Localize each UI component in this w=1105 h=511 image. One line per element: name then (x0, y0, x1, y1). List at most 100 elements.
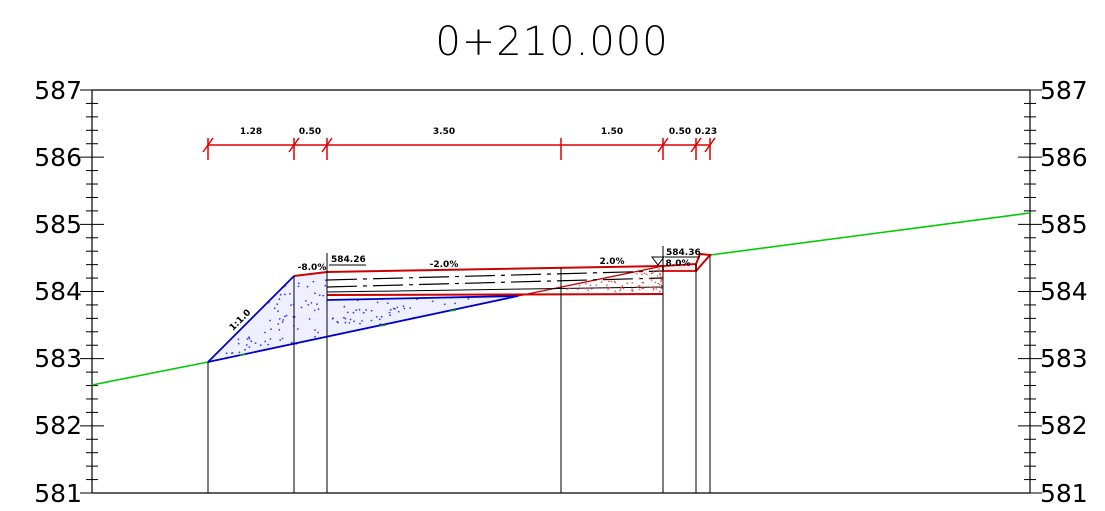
fill-dot (284, 315, 286, 318)
fill-dot (348, 322, 351, 324)
subgrade-dot (649, 277, 651, 280)
subgrade-dot (619, 288, 622, 290)
subgrade-dot (658, 268, 660, 270)
fill-dot (281, 321, 284, 323)
elev-label-585-right: 585 (1040, 210, 1088, 239)
fill-dot (324, 284, 327, 287)
lane-left-grade-label: -2.0% (430, 260, 459, 270)
subgrade-dot (641, 273, 643, 276)
fill-dot (305, 300, 307, 302)
fill-dot (278, 298, 281, 301)
elev-label-582-right: 582 (1040, 411, 1088, 440)
subgrade-dot (659, 269, 661, 272)
fill-dot (352, 311, 355, 314)
fill-dot (259, 344, 262, 347)
subgrade-dot (650, 279, 653, 281)
fill-dot (297, 285, 300, 288)
fill-dot (237, 342, 240, 345)
fill-dot (322, 294, 325, 297)
fill-dot (454, 302, 456, 305)
fill-dot (308, 318, 311, 320)
right-elevation-label: 584.36 (666, 248, 701, 258)
subgrade-dot (652, 287, 655, 290)
subgrade-dot (607, 288, 609, 291)
fill-dot (279, 293, 282, 296)
fill-dot (317, 308, 320, 310)
fill-dot (389, 314, 391, 317)
fill-dot (396, 306, 399, 309)
elev-label-585-left: 585 (34, 210, 82, 239)
fill-dot (267, 343, 270, 346)
fill-dot (376, 301, 379, 304)
subgrade-dot (626, 282, 629, 285)
subgrade-dot (620, 286, 623, 289)
subgrade-dot (587, 289, 589, 292)
fill-dot (365, 309, 367, 311)
fill-dot (343, 305, 346, 308)
fill-dot (467, 298, 470, 300)
subgrade-dot (610, 280, 613, 283)
subgrade-dot (657, 282, 659, 285)
fill-dot (231, 352, 233, 354)
fill-dot (310, 302, 313, 304)
fill-dot (269, 319, 271, 322)
fill-dot (375, 316, 378, 318)
elev-label-581-left: 581 (34, 479, 82, 508)
fill-dot (245, 344, 248, 346)
subgrade-dot (658, 272, 661, 275)
fill-dot (344, 317, 347, 320)
fill-dot (297, 282, 300, 285)
subgrade-dot (578, 284, 581, 287)
fill-dot (264, 340, 267, 343)
subgrade-dot (654, 281, 657, 284)
subgrade-dot (600, 281, 603, 283)
fill-embankment (207, 273, 519, 363)
subgrade-dot (591, 288, 593, 290)
subgrade-dot (650, 272, 653, 275)
fill-dot (276, 303, 279, 306)
fill-dot (314, 335, 316, 338)
fill-dot (300, 306, 303, 309)
dimension-labels: 1.28 0.50 3.50 1.50 0.50 0.23 (240, 127, 717, 137)
fill-dot (380, 315, 383, 318)
subgrade-dot (660, 279, 663, 281)
fill-dot (289, 292, 291, 295)
subgrade-dot (638, 277, 641, 280)
fill-dot (409, 307, 412, 309)
fill-dot (296, 328, 299, 330)
dim-label-2: 0.50 (299, 127, 321, 137)
fill-dot (431, 300, 434, 303)
left-elevation-axis (80, 89, 104, 494)
existing-ground-line (91, 212, 1031, 386)
fill-dot (282, 319, 285, 321)
fill-dot (388, 311, 391, 314)
subgrade-dot (638, 285, 640, 287)
fill-dot (285, 314, 288, 317)
subgrade-dot (641, 287, 643, 289)
dim-label-3: 3.50 (433, 127, 455, 137)
elev-label-586-left: 586 (34, 143, 82, 172)
fill-dot (346, 311, 349, 314)
subgrade-dot (652, 271, 655, 273)
fill-dot (314, 329, 316, 331)
station-title: 0+210.000 (435, 19, 668, 65)
fill-dot (281, 337, 284, 340)
elev-label-587-right: 587 (1040, 76, 1088, 105)
right-elevation-axis (1018, 89, 1042, 494)
fill-dot (277, 310, 279, 312)
subgrade-dot (656, 275, 659, 277)
left-elevation-labels: 587 586 585 584 583 582 581 (34, 76, 82, 508)
fill-dot (344, 321, 347, 324)
fill-dot (355, 309, 358, 311)
fill-dot (313, 309, 316, 312)
subgrade-dot (643, 272, 646, 275)
curb-grade-label: 8.0% (666, 259, 691, 269)
fill-dot (264, 331, 266, 334)
subgrade-dot (621, 285, 624, 287)
fill-dot (278, 328, 281, 331)
elev-label-583-left: 583 (34, 344, 82, 373)
subgrade-dot (653, 286, 656, 288)
left-elevation-label: 584.26 (331, 255, 366, 265)
fill-dot (353, 320, 355, 323)
fill-dot (284, 293, 286, 296)
